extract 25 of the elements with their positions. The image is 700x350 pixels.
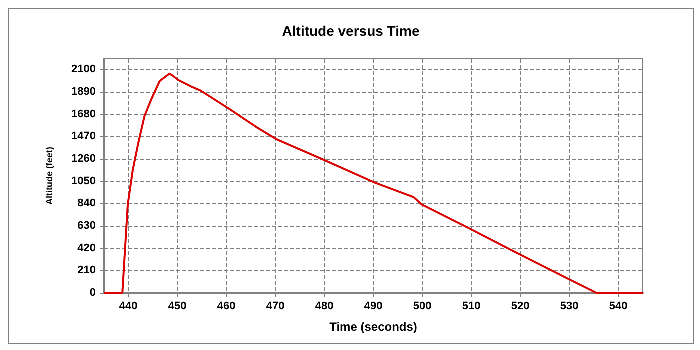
y-tick-label: 2100	[72, 64, 96, 76]
x-tick-label: 500	[413, 300, 432, 312]
y-tick-label: 1470	[72, 130, 96, 143]
x-tick-label: 460	[217, 300, 236, 312]
x-tick-label: 480	[315, 300, 334, 312]
y-tick-label: 840	[78, 198, 96, 210]
x-tick-label: 540	[609, 300, 628, 312]
y-tick-label: 1260	[72, 152, 96, 165]
y-tick-label: 1680	[72, 108, 96, 120]
x-tick-label: 450	[168, 300, 187, 312]
x-tick-label: 520	[511, 300, 530, 312]
y-tick-label: 420	[78, 242, 96, 254]
x-tick-label: 530	[560, 300, 579, 312]
x-tick-label: 510	[462, 300, 481, 312]
x-tick-label: 470	[266, 300, 285, 312]
x-tick-label: 490	[364, 300, 383, 312]
chart-title: Altitude versus Time	[282, 23, 420, 39]
y-tick-label: 630	[78, 220, 96, 232]
x-tick-label: 440	[119, 300, 138, 312]
y-axis-title: Altitude (feet)	[44, 147, 54, 205]
y-tick-label: 1890	[72, 86, 96, 98]
y-tick-label: 1050	[72, 175, 96, 188]
x-axis-title: Time (seconds)	[330, 320, 418, 334]
y-tick-label: 210	[78, 264, 96, 277]
y-tick-label: 0	[90, 287, 96, 299]
